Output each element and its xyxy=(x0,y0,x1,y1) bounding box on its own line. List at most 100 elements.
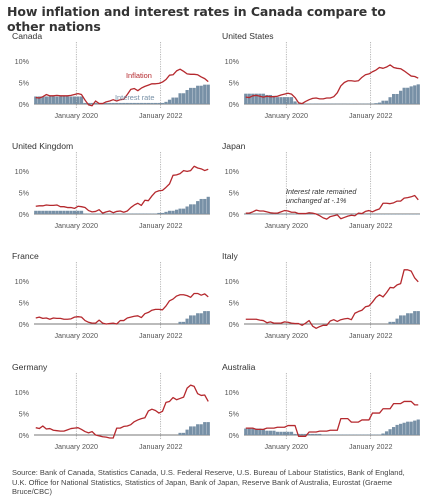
interest-rate-bar xyxy=(293,433,297,435)
interest-rate-bar xyxy=(171,97,175,104)
interest-rate-bar xyxy=(125,102,129,104)
interest-rate-bar xyxy=(391,93,396,104)
interest-rate-bar xyxy=(268,94,273,104)
interest-rate-bar xyxy=(395,318,399,324)
inflation-line xyxy=(35,68,209,107)
interest-rate-bar xyxy=(258,93,262,104)
interest-rate-bar xyxy=(196,424,200,435)
interest-rate-bar xyxy=(189,87,193,104)
interest-rate-bar xyxy=(203,84,207,104)
interest-rate-bar xyxy=(153,102,158,104)
y-tick-label: 5% xyxy=(229,188,240,197)
interest-rate-bar xyxy=(416,84,420,104)
interest-rate-bar xyxy=(160,212,165,214)
y-tick-label: 10% xyxy=(15,277,30,286)
panel-title: Italy xyxy=(222,251,238,261)
interest-rate-bar xyxy=(293,101,297,104)
interest-rate-bar xyxy=(282,97,287,104)
interest-rate-bar xyxy=(272,95,276,104)
interest-rate-bar xyxy=(185,90,189,104)
inflation-line xyxy=(35,292,209,325)
interest-rate-bar xyxy=(192,87,196,104)
x-tick-label: January 2020 xyxy=(54,111,98,120)
interest-rate-bar xyxy=(307,433,311,435)
interest-rate-bar xyxy=(203,198,207,214)
interest-rate-bar xyxy=(289,97,294,104)
y-tick-label: 10% xyxy=(15,167,30,176)
x-tick-label: January 2022 xyxy=(349,442,393,451)
y-tick-label: 0% xyxy=(19,100,30,109)
interest-rate-bar xyxy=(374,103,378,104)
y-tick-label: 0% xyxy=(229,100,240,109)
interest-rate-bar xyxy=(399,315,403,324)
interest-rate-bar xyxy=(139,102,143,104)
y-tick-label: 0% xyxy=(229,210,240,219)
interest-rate-bar xyxy=(181,321,186,324)
interest-rate-bar xyxy=(282,431,287,435)
inflation-line xyxy=(35,165,209,214)
interest-rate-bar xyxy=(395,424,399,435)
inflation-line xyxy=(35,384,209,439)
interest-rate-bar xyxy=(37,96,41,104)
interest-rate-bar xyxy=(79,210,84,214)
chart-panel-japan: Japan 0% 5% 10% January 2020 January 2022 Inte… xyxy=(222,141,420,230)
chart-panel-australia: Australia 0% 5% 10% January 2020 January 2022 xyxy=(222,362,420,451)
interest-rate-bar xyxy=(384,100,389,104)
x-tick-label: January 2020 xyxy=(54,221,98,230)
x-tick-label: January 2022 xyxy=(139,442,183,451)
interest-rate-bar xyxy=(181,432,186,435)
interest-rate-bar xyxy=(303,433,308,435)
x-tick-label: January 2020 xyxy=(54,442,98,451)
y-tick-label: 10% xyxy=(225,167,240,176)
x-tick-label: January 2020 xyxy=(264,442,308,451)
interest-rate-bar xyxy=(174,97,179,104)
interest-rate-bar xyxy=(178,321,182,324)
interest-rate-bar xyxy=(413,420,417,435)
y-tick-label: 10% xyxy=(225,57,240,66)
interest-rate-bar xyxy=(314,433,318,435)
chart-panel-canada: Canada 0% 5% 10% January 2020 January 2022 Inf… xyxy=(12,31,210,120)
interest-rate-bar xyxy=(192,426,196,435)
interest-rate-bar xyxy=(406,87,410,104)
interest-rate-bar xyxy=(275,431,280,435)
interest-rate-bar xyxy=(157,212,161,214)
interest-rate-bar xyxy=(384,431,389,435)
y-tick-label: 10% xyxy=(225,277,240,286)
x-tick-label: January 2020 xyxy=(264,111,308,120)
chart-panel-france: France 0% 5% 10% January 2020 January 2022 xyxy=(12,251,210,340)
interest-rate-bar xyxy=(62,96,66,104)
interest-rate-bar xyxy=(192,315,196,324)
interest-rate-bar xyxy=(206,196,210,214)
interest-rate-bar xyxy=(192,204,196,214)
interest-rate-bar xyxy=(157,102,161,104)
interest-rate-bar xyxy=(402,87,406,104)
y-tick-label: 0% xyxy=(19,320,30,329)
interest-rate-bar xyxy=(58,210,63,214)
interest-rate-bar xyxy=(69,96,73,104)
interest-rate-bar xyxy=(395,93,399,104)
interest-rate-bar xyxy=(129,102,133,104)
y-tick-label: 5% xyxy=(229,298,240,307)
interest-rate-bar xyxy=(206,311,210,324)
interest-rate-bar xyxy=(69,210,73,214)
interest-rate-bar xyxy=(286,431,290,435)
interest-rate-bar xyxy=(261,429,265,435)
interest-rate-bar xyxy=(203,311,207,324)
interest-rate-bar xyxy=(318,433,322,435)
interest-rate-bar xyxy=(171,210,175,214)
interest-rate-bar xyxy=(34,210,38,214)
interest-rate-bar xyxy=(247,428,251,435)
interest-rate-bar xyxy=(279,97,283,104)
y-tick-label: 10% xyxy=(225,388,240,397)
interest-rate-bar xyxy=(399,90,403,104)
interest-rate-bar xyxy=(72,210,77,214)
interest-rate-bar xyxy=(272,430,276,435)
interest-rate-bar xyxy=(122,102,126,104)
interest-rate-bar xyxy=(196,85,200,104)
interest-rate-bar xyxy=(83,102,87,104)
y-tick-label: 0% xyxy=(19,431,30,440)
interest-rate-bar xyxy=(111,102,115,104)
panel-title: Canada xyxy=(12,31,42,41)
interest-rate-bar xyxy=(206,422,210,435)
y-tick-label: 0% xyxy=(229,320,240,329)
